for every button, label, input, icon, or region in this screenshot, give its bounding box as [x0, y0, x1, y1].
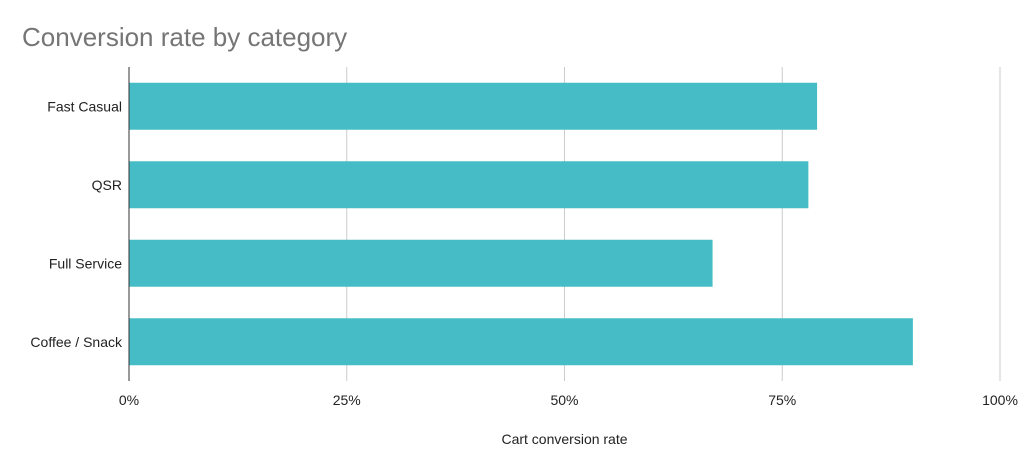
bar [129, 318, 913, 366]
x-tick-label: 75% [768, 392, 796, 408]
category-labels: Fast Casual QSR Full Service Coffee / Snack [30, 98, 123, 350]
chart-title: Conversion rate by category [22, 22, 348, 52]
bars [129, 82, 913, 366]
x-tick-label: 25% [333, 392, 361, 408]
bar [129, 82, 818, 130]
category-label: Coffee / Snack [30, 334, 123, 350]
bar [129, 239, 713, 287]
x-tick-label: 0% [119, 392, 139, 408]
x-tick-label: 100% [982, 392, 1018, 408]
x-tick-label: 50% [550, 392, 578, 408]
x-tick-labels: 0% 25% 50% 75% 100% [119, 392, 1018, 408]
bar [129, 161, 809, 209]
category-label: QSR [92, 177, 122, 193]
x-axis-title: Cart conversion rate [501, 431, 627, 447]
category-label: Full Service [49, 255, 122, 271]
category-label: Fast Casual [47, 98, 122, 114]
